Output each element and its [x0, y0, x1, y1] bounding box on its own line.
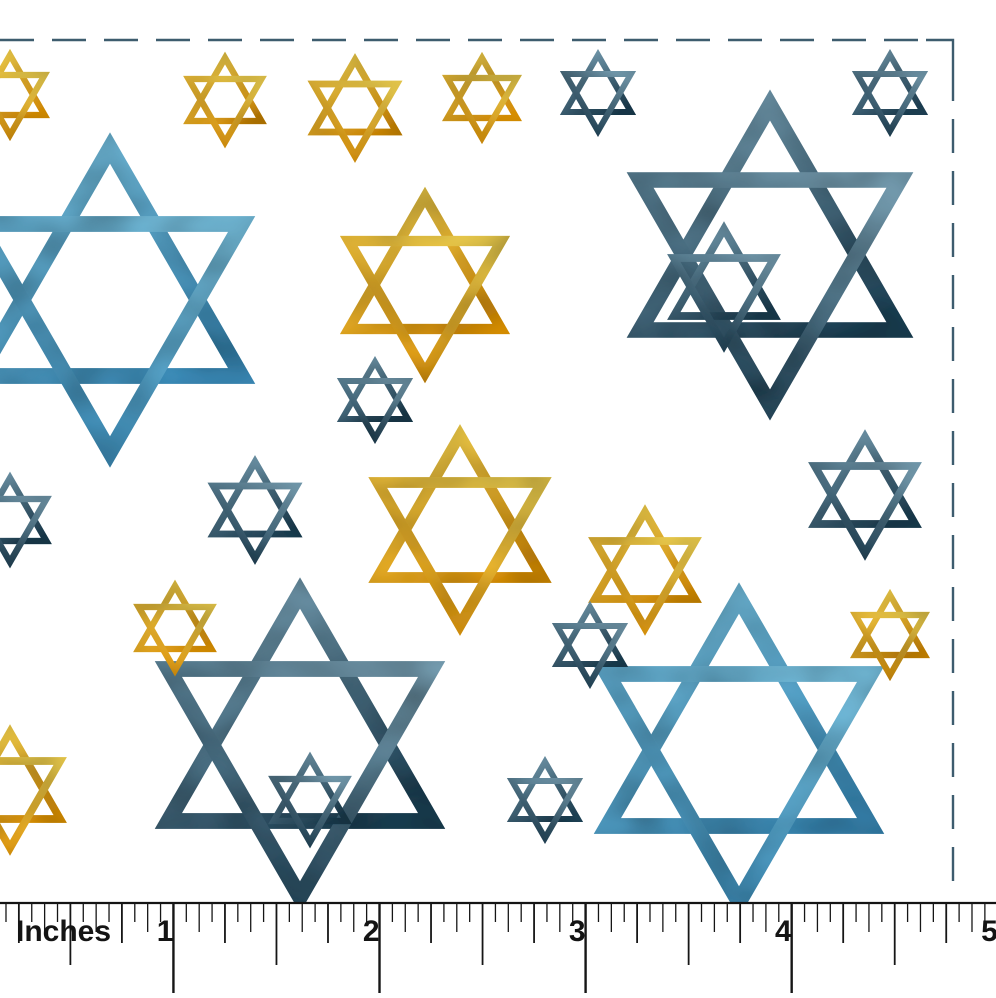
svg-text:1: 1: [157, 915, 174, 948]
svg-text:2: 2: [363, 915, 380, 948]
svg-text:Inches: Inches: [16, 915, 111, 948]
svg-text:5: 5: [981, 915, 996, 948]
svg-text:3: 3: [569, 915, 586, 948]
svg-text:4: 4: [775, 915, 792, 948]
